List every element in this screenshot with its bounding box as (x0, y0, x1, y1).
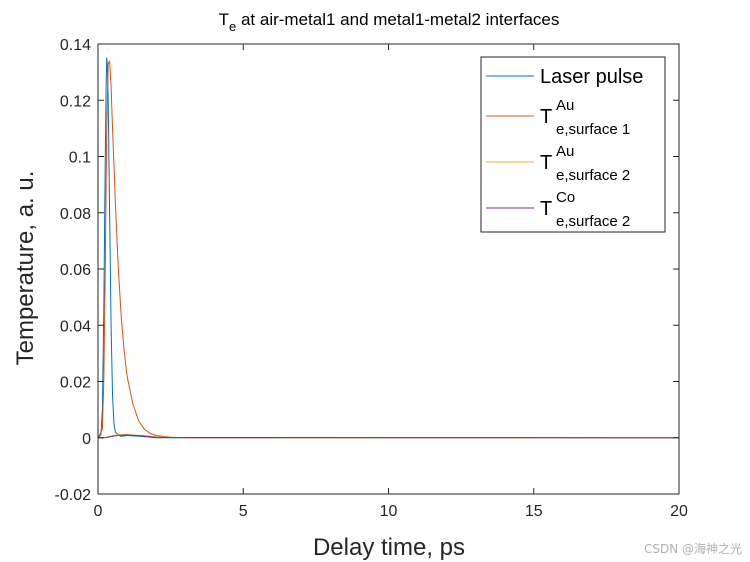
title-subscript: e (229, 19, 236, 34)
legend-label-3-base: T (540, 152, 552, 174)
legend-label-4-base: T (540, 198, 552, 220)
legend-label-2-base: T (540, 106, 552, 128)
legend-box (480, 56, 666, 233)
y-tick-label: 0.04 (60, 318, 91, 335)
axes: 0 5 10 15 20-0.0200.020.040.060.080.10.120.1… (55, 37, 688, 520)
x-tick-label: 20 (670, 503, 688, 520)
y-tick-label: 0.08 (60, 206, 91, 223)
x-tick-label: 10 (380, 503, 398, 520)
x-axis-label: Delay time, ps (313, 534, 465, 561)
legend-label-3-sup: Au (556, 143, 574, 160)
legend-label-2-sup: Au (556, 97, 574, 114)
y-tick-label: -0.02 (55, 487, 92, 504)
title-rest: at air-metal1 and metal1-metal2 interfac… (236, 10, 559, 29)
watermark: CSDN @海神之光 (644, 541, 742, 556)
legend-label-4-sup: Co (556, 189, 575, 206)
chart-title: Te at air-metal1 and metal1-metal2 inter… (219, 10, 560, 34)
x-tick-label: 5 (239, 503, 248, 520)
title-main: T (219, 10, 229, 29)
series-lines (98, 57, 679, 439)
x-tick-label: 0 (94, 503, 103, 520)
y-tick-label: 0.14 (60, 37, 91, 54)
series-line-2 (98, 60, 679, 439)
legend-label-1: Laser pulse (540, 66, 643, 88)
x-tick-label: 15 (525, 503, 543, 520)
legend-label-3-sub: e,surface 2 (556, 167, 630, 184)
series-line-1 (98, 57, 679, 439)
legend-label-2-sub: e,surface 1 (556, 121, 630, 138)
legend-label-4-sub: e,surface 2 (556, 213, 630, 230)
y-tick-label: 0.12 (60, 93, 91, 110)
y-tick-label: 0.06 (60, 262, 91, 279)
plot-area (98, 44, 679, 494)
y-tick-label: 0 (82, 431, 91, 448)
y-axis-label: Temperature, a. u. (12, 171, 39, 366)
y-tick-label: 0.02 (60, 375, 91, 392)
y-tick-label: 0.1 (69, 150, 91, 167)
series-line-4 (98, 434, 679, 439)
